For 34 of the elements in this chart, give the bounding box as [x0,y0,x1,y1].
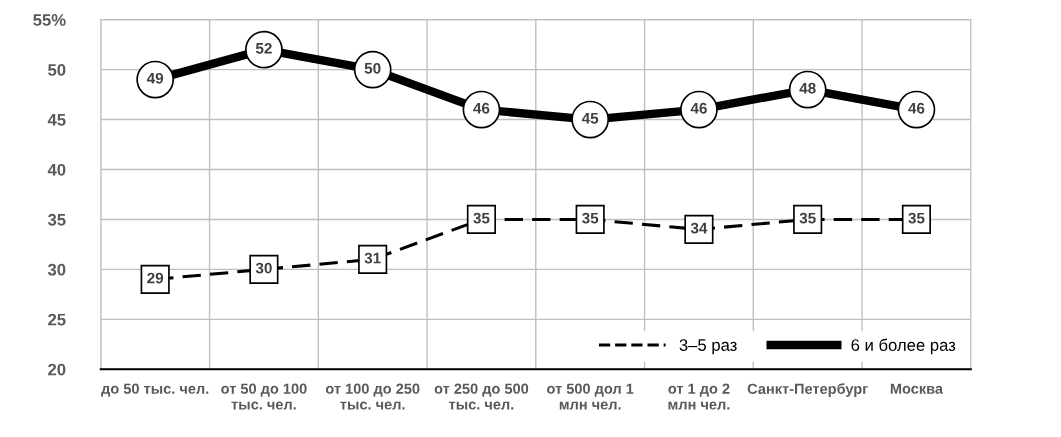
data-label: 48 [799,82,816,94]
y-tick-label: 25 [48,313,66,326]
data-label: 29 [147,272,164,284]
y-tick-label: 40 [47,163,66,176]
y-tick-label: 45 [47,114,66,126]
data-label: 35 [908,212,925,224]
x-tick-label: Москва [890,383,944,394]
data-label: 45 [581,112,599,124]
legend-label: 6 и более раз [851,338,956,355]
data-label: 35 [473,212,490,224]
data-label: 34 [690,222,708,234]
data-label: 46 [908,102,925,114]
x-tick-label: до 50 тыс. чел. [101,383,209,397]
y-tick-label: 55% [33,14,66,26]
data-label: 46 [473,102,490,114]
x-tick-label: Санкт-Петербург [747,383,868,397]
x-tick-label: от 1 до 2 млн чел. [668,383,730,410]
y-tick-label: 20 [48,363,66,376]
x-tick-label: от 500 дол 1 млн чел. [547,383,634,410]
data-label: 31 [364,252,381,264]
data-label: 50 [364,62,381,74]
x-tick-label: от 100 до 250 тыс. чел. [325,383,420,410]
y-tick-label: 50 [48,64,66,76]
y-tick-label: 30 [47,263,66,276]
data-label: 46 [690,102,707,114]
data-label: 49 [146,72,164,84]
data-label: 35 [799,212,816,224]
legend-label: 3–5 раз [679,339,737,355]
data-label: 52 [255,42,272,54]
data-label: 30 [255,262,272,274]
x-tick-label: от 250 до 500 тыс. чел. [434,383,529,410]
data-label: 35 [582,212,599,224]
y-tick-label: 35 [47,213,66,226]
x-tick-label: от 50 до 100 тыс. чел. [221,383,307,410]
